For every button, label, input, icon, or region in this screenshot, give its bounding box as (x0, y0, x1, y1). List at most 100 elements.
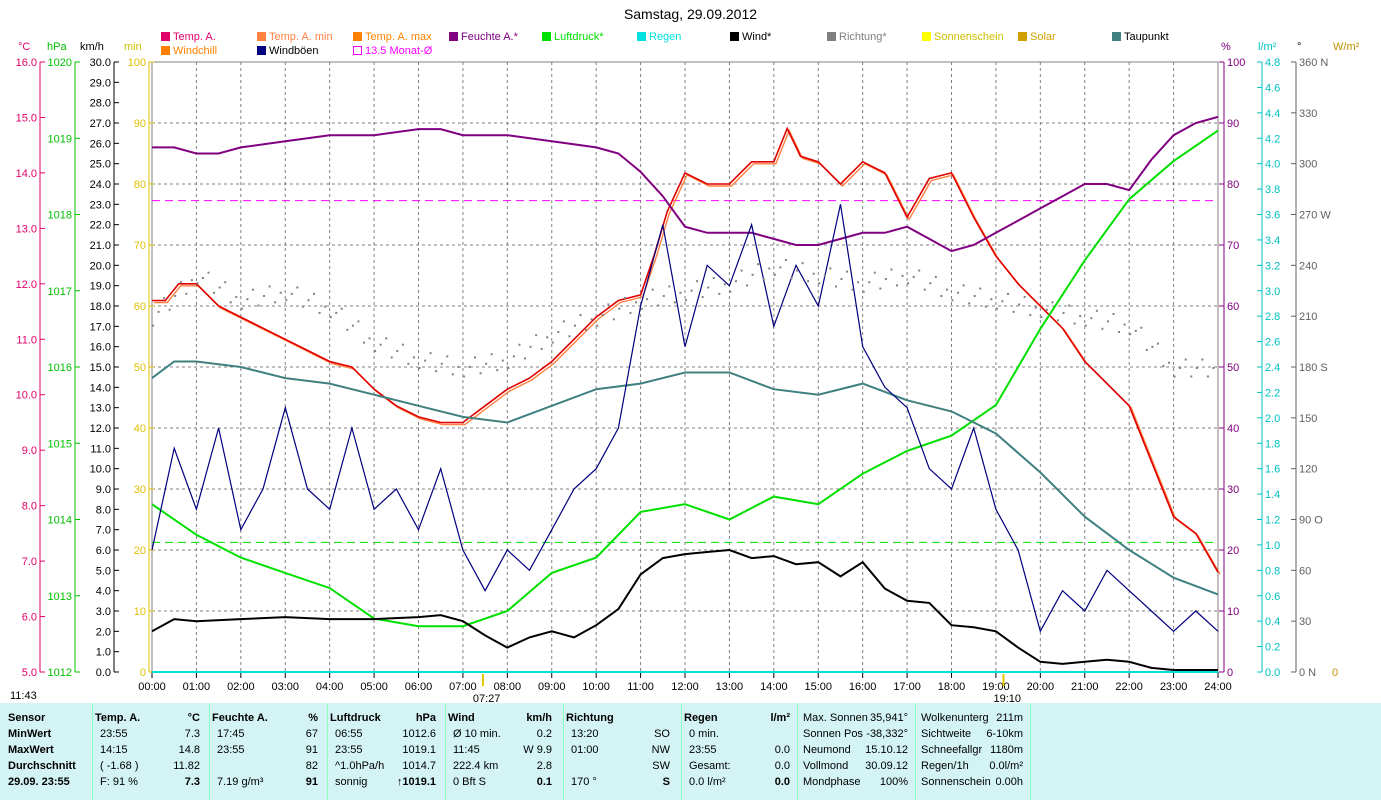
wind-axis-tick-label: 5.0 (96, 565, 111, 577)
wind-axis-tick-label: 19.0 (90, 281, 111, 293)
footer-cell: Feuchte A. (212, 712, 268, 724)
rain-axis-tick-label: 1.4 (1265, 489, 1280, 501)
direction-point (707, 286, 710, 289)
direction-point (662, 294, 665, 297)
series-wind- (151, 548, 1218, 671)
direction-axis-tick-label: 180 S (1299, 362, 1328, 374)
direction-point (329, 316, 332, 319)
weather-chart: 00:00 01:00 02:00 03:00 04:00 05:00 06:00 07:00… (16, 57, 1339, 703)
rain-axis-tick-label: 3.2 (1265, 260, 1280, 272)
direction-point (1034, 306, 1037, 309)
x-tick-label: 16:00 (849, 681, 877, 693)
footer-cell: 0.0l/m² (989, 760, 1023, 772)
direction-point (1129, 333, 1132, 336)
pressure-axis-tick-label: 1017 (48, 286, 72, 298)
footer-cell: SO (654, 728, 670, 740)
direction-point (629, 311, 632, 314)
direction-point (1007, 292, 1010, 295)
direction-point (1190, 375, 1193, 378)
direction-point (773, 273, 776, 276)
series-feuchte-a- (152, 115, 1219, 253)
direction-point (518, 343, 521, 346)
direction-point (679, 291, 682, 294)
direction-point (1162, 364, 1165, 367)
x-tick-label: 15:00 (804, 681, 832, 693)
minutes-axis-tick-label: 20 (134, 545, 146, 557)
footer-cell: Luftdruck (330, 712, 381, 724)
rain-axis-tick-label: 2.6 (1265, 337, 1280, 349)
direction-point (1106, 320, 1109, 323)
direction-point (746, 284, 749, 287)
rain-axis-tick-label: 2.8 (1265, 311, 1280, 323)
direction-point (551, 341, 554, 344)
direction-point (818, 282, 821, 285)
legend-swatch (353, 32, 362, 41)
direction-point (1040, 316, 1043, 319)
rain-axis-tick-label: 3.4 (1265, 235, 1280, 247)
footer-cell: Durchschnitt (8, 760, 76, 772)
wind-axis-tick-label: 15.0 (90, 362, 111, 374)
direction-point (979, 287, 982, 290)
wind-axis-tick-label: 26.0 (90, 138, 111, 150)
direction-point (474, 356, 477, 359)
temp-axis-tick-label: 16.0 (16, 57, 37, 69)
direction-point (635, 301, 638, 304)
x-tick-label: 11:00 (627, 681, 654, 693)
footer-divider (681, 703, 682, 800)
pressure-axis-tick-label: 1016 (48, 362, 72, 374)
direction-point (990, 298, 993, 301)
direction-point (951, 299, 954, 302)
footer-cell: 7.3 (184, 776, 200, 788)
x-tick-label: 14:00 (760, 681, 788, 693)
direction-point (274, 301, 277, 304)
footer-cell: Sonnen Pos (803, 728, 863, 740)
rain-axis-tick-label: 1.8 (1265, 438, 1280, 450)
direction-point (479, 372, 482, 375)
footer-cell: MinWert (8, 728, 52, 740)
footer-cell: 14:15 (100, 744, 128, 756)
footer-cell: km/h (526, 712, 552, 724)
footer-cell: 2.8 (536, 760, 552, 772)
direction-point (435, 370, 438, 373)
direction-point (1018, 303, 1021, 306)
direction-point (301, 305, 304, 308)
footer-divider (327, 703, 328, 800)
x-tick-label: 00:00 (138, 681, 166, 693)
direction-point (490, 353, 493, 356)
direction-point (873, 271, 876, 274)
direction-point (340, 307, 343, 310)
rain-axis-tick-label: 4.2 (1265, 133, 1280, 145)
direction-point (657, 304, 660, 307)
direction-point (668, 285, 671, 288)
footer-cell: 1014.7 (402, 760, 436, 772)
footer-cell: 0.1 (536, 776, 552, 788)
footer-cell: 0 min. (689, 728, 719, 740)
rain-axis-tick-label: 0.0 (1265, 667, 1280, 679)
minutes-axis-tick-label: 60 (134, 301, 146, 313)
axis-head-deg: ° (1297, 41, 1302, 53)
direction-point (313, 292, 316, 295)
minutes-axis-tick-label: 80 (134, 179, 146, 191)
current-time: 11:43 (10, 690, 37, 702)
direction-point (1206, 375, 1209, 378)
direction-point (862, 290, 865, 293)
footer-cell: ^1.0hPa/h (335, 760, 385, 772)
direction-axis-tick-label: 120 (1299, 464, 1317, 476)
legend-label: Solar (1030, 31, 1056, 43)
footer-cell: MaxWert (8, 744, 54, 756)
rain-axis-tick-label: 1.6 (1265, 464, 1280, 476)
direction-axis-tick-label: 150 (1299, 413, 1317, 425)
x-tick-label: 01:00 (183, 681, 211, 693)
footer-cell: hPa (415, 712, 436, 724)
rain-axis-tick-label: 4.0 (1265, 159, 1280, 171)
minutes-axis-tick-label: 0 (140, 667, 146, 679)
minutes-axis-tick-label: 40 (134, 423, 146, 435)
footer-cell: Ø 10 min. (453, 728, 501, 740)
footer-cell: 100% (879, 776, 908, 788)
footer-cell: 1012.6 (402, 728, 436, 740)
direction-point (346, 328, 349, 331)
direction-point (834, 285, 837, 288)
humidity-axis-tick-label: 90 (1227, 118, 1239, 130)
direction-point (934, 275, 937, 278)
footer-cell: 0.2 (536, 728, 552, 740)
